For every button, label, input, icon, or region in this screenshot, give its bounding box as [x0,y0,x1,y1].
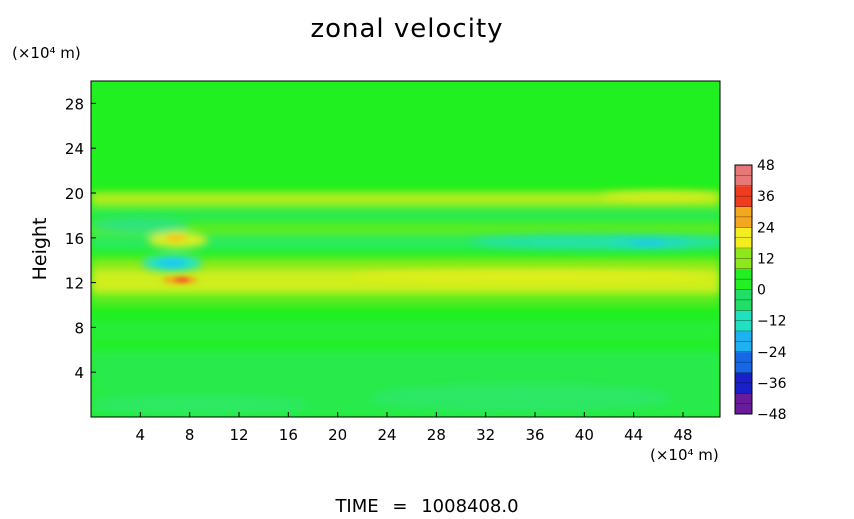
band-lower-cyan-2 [91,320,720,342]
colorbar-tick-label: 0 [757,283,766,299]
x-tick-label: 16 [279,426,298,444]
x-tick-label: 12 [229,426,248,444]
colorbar-tick-label: −36 [757,376,787,392]
y-axis-unit: (×10⁴ m) [12,44,81,62]
x-tick-label: 44 [624,426,643,444]
x-axis-unit: (×10⁴ m) [650,446,719,464]
time-readout: TIME = 1008408.0 [0,496,854,517]
time-value: 1008408.0 [421,496,519,517]
heatmap-plot [91,81,720,417]
chart-title: zonal velocity [310,14,504,44]
y-tick-label: 20 [65,185,84,203]
x-tick-label: 36 [525,426,544,444]
easterly-band-right [470,235,720,249]
lower-cyan-left [91,395,310,415]
time-equals: = [392,496,408,517]
colorbar-tick-label: −48 [757,407,787,423]
max-core-inner [174,277,190,283]
plot-frame [90,80,721,418]
colorbar-tick-label: 36 [757,189,775,205]
band-main-lime-under [91,296,720,306]
time-label: TIME [335,496,379,517]
x-tick-labels: 4 8 12 16 20 24 28 32 36 40 44 48 [136,412,693,444]
x-tick-label: 8 [185,426,195,444]
colorbar-tick-label: −12 [757,314,787,330]
y-tick-label: 8 [74,319,84,337]
jet-yellow-right [350,270,710,282]
x-tick-label: 40 [575,426,594,444]
band-upper-cyan [91,209,720,221]
jet-core-upper [166,234,186,242]
y-tick-label: 16 [65,230,84,248]
right-easterly-inner [632,240,664,246]
colorbar-tick-label: 48 [757,158,775,174]
x-tick-label: 32 [476,426,495,444]
y-tick-label: 28 [65,95,84,113]
y-tick-label: 24 [65,140,84,158]
x-tick-label: 48 [673,426,692,444]
upper-yellow-right [600,191,720,201]
band-upper-yellow [91,192,720,206]
colorbar-tick-label: 12 [757,251,775,267]
y-tick-labels: 4 8 12 16 20 24 28 [65,95,96,382]
y-tick-label: 12 [65,275,84,293]
x-tick-label: 20 [328,426,347,444]
x-tick-label: 24 [377,426,396,444]
colorbar: 48 36 24 12 0 −12 −24 −36 −48 [734,158,787,423]
x-tick-label: 4 [136,426,146,444]
x-tick-label: 28 [427,426,446,444]
easterly-core-inner [158,259,186,267]
band-mid-lime [91,224,720,234]
y-tick-label: 4 [74,364,84,382]
colorbar-tick-label: −24 [757,345,787,361]
easterly-band-left [91,218,190,234]
band-main-yellow-top [91,258,720,270]
colorbar-tick-label: 24 [757,220,775,236]
lower-cyan-right [370,384,670,412]
